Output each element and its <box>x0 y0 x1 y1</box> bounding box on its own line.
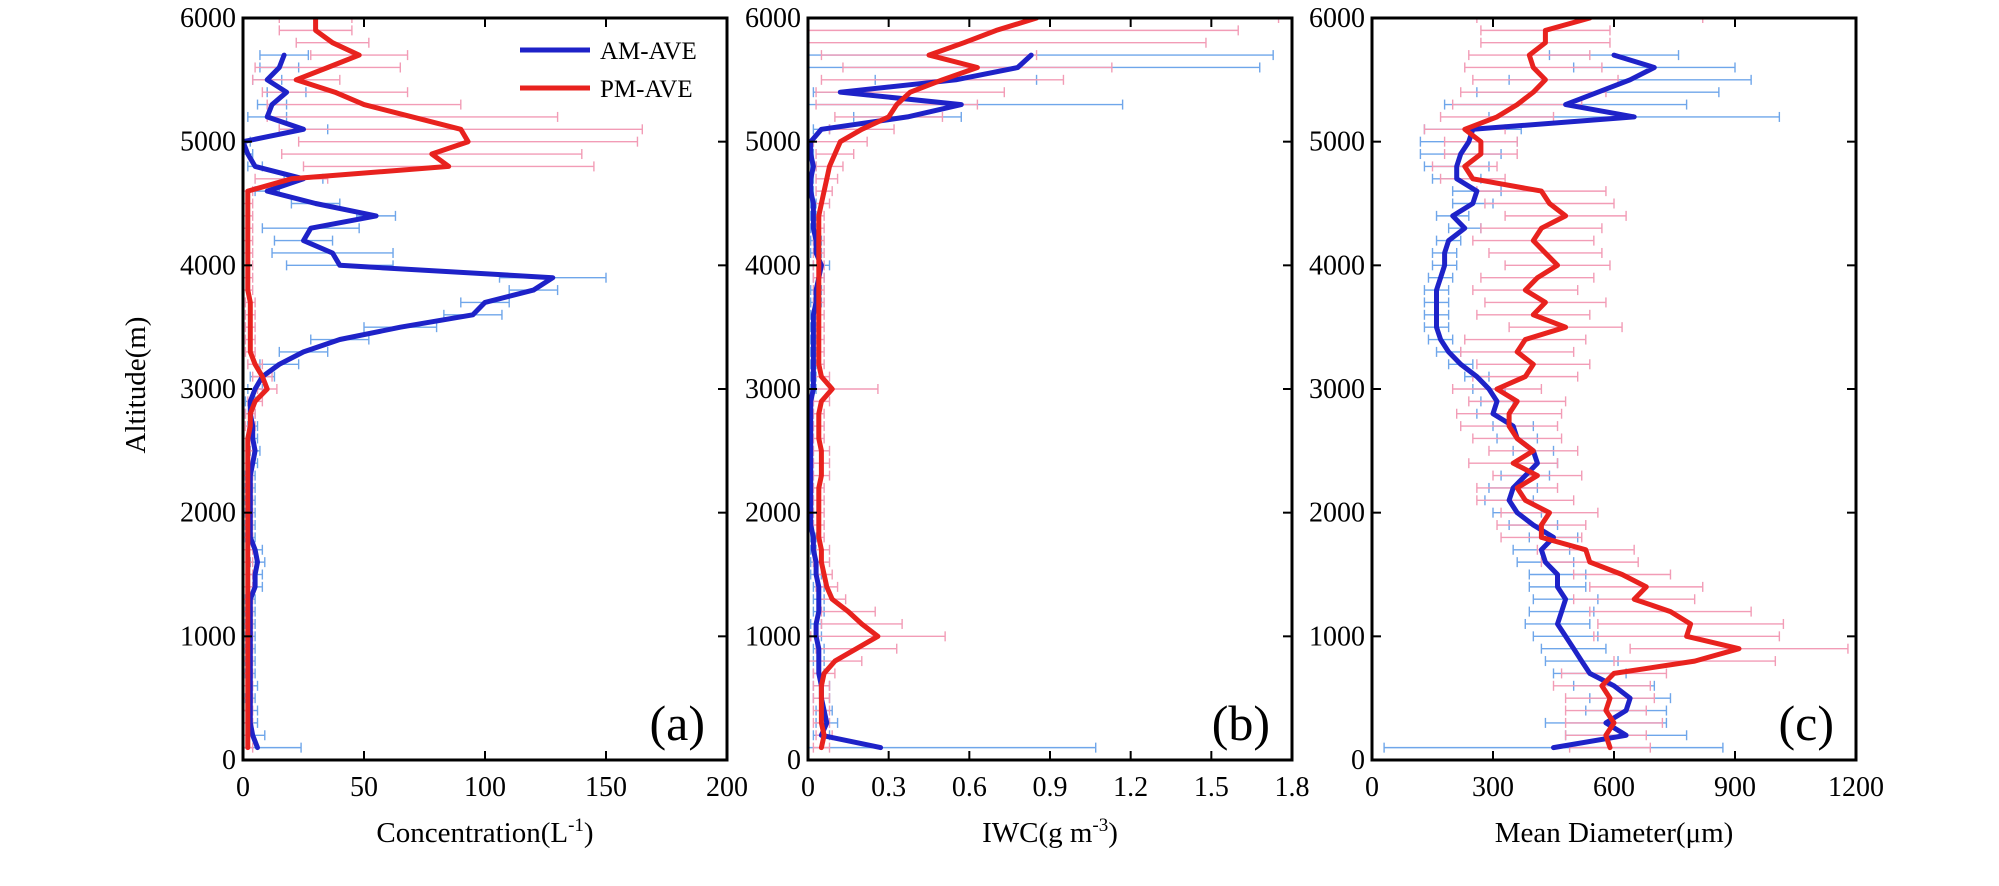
x-axis-label-main: IWC(g m <box>982 817 1093 849</box>
x-tick-label: 900 <box>1714 772 1756 803</box>
x-axis-label-tail: ) <box>1108 817 1118 849</box>
series-line-pm-ave <box>245 18 471 751</box>
x-tick-label: 0.6 <box>952 772 987 803</box>
error-bars-pm-ave <box>808 18 1280 753</box>
x-tick-label: 0 <box>801 772 815 803</box>
x-tick-label: 150 <box>585 772 627 803</box>
series-line-am-ave <box>808 52 1034 751</box>
x-tick-label: 0.9 <box>1033 772 1068 803</box>
series-line-pm-ave <box>816 18 1040 751</box>
x-axis-label: Concentration(L-1) <box>376 815 593 849</box>
y-tick-label: 5000 <box>745 127 801 158</box>
error-bars-am-ave <box>243 50 607 753</box>
y-tick-label: 0 <box>1351 745 1365 776</box>
x-tick-label: 600 <box>1593 772 1635 803</box>
x-tick-label: 0 <box>236 772 250 803</box>
x-axis-label: IWC(g m-3) <box>982 815 1118 849</box>
y-tick-label: 4000 <box>1309 250 1365 281</box>
series-line-am-ave <box>243 52 556 751</box>
series-line-am-ave <box>1434 52 1657 751</box>
y-tick-label: 1000 <box>745 621 801 652</box>
y-tick-label: 3000 <box>180 374 236 405</box>
y-tick-label: 5000 <box>1309 127 1365 158</box>
panel-3: 0 300 600 900 1200 0 1000 2000 3000 4000 5000 6000 M… <box>1309 3 1884 849</box>
y-axis-label: Altitude(m) <box>120 317 152 454</box>
y-tick-label: 0 <box>222 745 236 776</box>
x-tick-label: 1.5 <box>1194 772 1229 803</box>
panel-data <box>243 18 643 753</box>
panel-data <box>1383 18 1849 753</box>
panel-2: 0 0.3 0.6 0.9 1.2 1.5 1.8 0 1000 2000 3000 4000 5000… <box>745 3 1310 849</box>
error-bars-am-ave <box>1383 50 1781 753</box>
y-tick-label: 1000 <box>1309 621 1365 652</box>
panel-label: (a) <box>650 695 706 751</box>
y-tick-label: 5000 <box>180 127 236 158</box>
x-axis-label-main: Mean Diameter(μm) <box>1495 817 1734 849</box>
y-tick-label: 1000 <box>180 621 236 652</box>
y-tick-label: 6000 <box>1309 3 1365 34</box>
x-axis-label-tail: ) <box>584 817 594 849</box>
y-tick-label: 6000 <box>180 3 236 34</box>
y-tick-label: 3000 <box>745 374 801 405</box>
x-tick-label: 300 <box>1472 772 1514 803</box>
y-tick-label: 2000 <box>180 498 236 529</box>
error-bars-pm-ave <box>1423 18 1849 753</box>
x-tick-label: 1200 <box>1828 772 1884 803</box>
x-tick-label: 1.2 <box>1113 772 1148 803</box>
x-tick-label: 0.3 <box>871 772 906 803</box>
x-axis-label-main: Concentration(L <box>376 817 568 849</box>
x-tick-label: 200 <box>706 772 748 803</box>
x-tick-label: 50 <box>350 772 378 803</box>
y-tick-label: 2000 <box>745 498 801 529</box>
y-tick-label: 3000 <box>1309 374 1365 405</box>
legend-pm-label: PM-AVE <box>600 76 693 103</box>
y-tick-label: 4000 <box>745 250 801 281</box>
panel-data <box>808 18 1280 753</box>
x-tick-label: 100 <box>464 772 506 803</box>
x-axis-label-sup: -3 <box>1092 815 1108 836</box>
y-tick-label: 0 <box>787 745 801 776</box>
panel-label: (b) <box>1212 695 1270 751</box>
panel-label: (c) <box>1779 695 1835 751</box>
y-tick-label: 4000 <box>180 250 236 281</box>
x-axis-label-sup: -1 <box>568 815 584 836</box>
x-tick-label: 1.8 <box>1275 772 1310 803</box>
x-tick-label: 0 <box>1365 772 1379 803</box>
legend-am-label: AM-AVE <box>600 38 697 65</box>
y-tick-label: 6000 <box>745 3 801 34</box>
axes-group: 0 50 100 150 2000100020003000400050006000Con… <box>180 3 1884 849</box>
x-axis-label: Mean Diameter(μm) <box>1495 817 1734 849</box>
series-line-pm-ave <box>1462 18 1742 751</box>
y-tick-label: 2000 <box>1309 498 1365 529</box>
legend: AM-AVE PM-AVE <box>520 38 697 103</box>
panel-1: 0 50 100 150 2000100020003000400050006000Con… <box>180 3 748 849</box>
